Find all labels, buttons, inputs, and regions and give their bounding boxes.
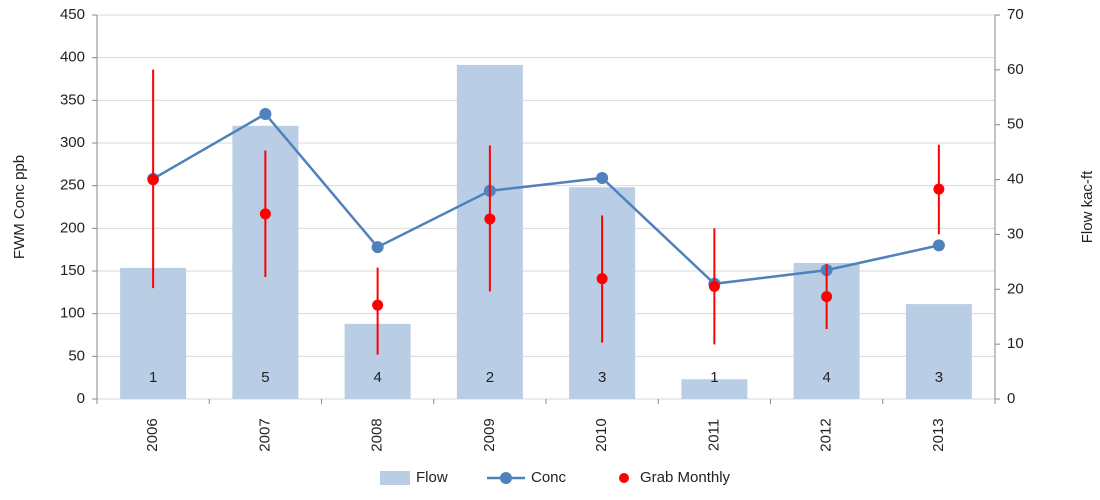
y2-tick-label: 50 bbox=[1007, 116, 1024, 133]
bar bbox=[120, 267, 187, 399]
data-label: 1 bbox=[710, 369, 718, 386]
legend-label: Conc bbox=[531, 469, 567, 486]
data-label: 4 bbox=[822, 369, 830, 386]
x-tick-label: 2012 bbox=[818, 418, 835, 451]
y2-tick-label: 30 bbox=[1007, 225, 1024, 242]
x-tick-label: 2010 bbox=[593, 418, 610, 451]
y2-tick-label: 40 bbox=[1007, 171, 1024, 188]
data-label: 3 bbox=[598, 369, 606, 386]
scatter-point bbox=[259, 208, 271, 220]
line-marker bbox=[371, 241, 384, 254]
data-label: 3 bbox=[935, 369, 943, 386]
scatter-point bbox=[147, 174, 159, 186]
y-tick-label: 200 bbox=[60, 219, 85, 236]
data-label: 5 bbox=[261, 369, 269, 386]
y2-tick-label: 20 bbox=[1007, 280, 1024, 297]
scatter-point bbox=[596, 273, 608, 285]
x-tick-label: 2006 bbox=[144, 418, 161, 451]
y2-tick-label: 70 bbox=[1007, 6, 1024, 23]
y2-tick-label: 60 bbox=[1007, 61, 1024, 78]
x-tick-label: 2009 bbox=[481, 418, 498, 451]
x-tick-label: 2007 bbox=[256, 418, 273, 451]
y-tick-label: 450 bbox=[60, 6, 85, 23]
data-label: 2 bbox=[486, 369, 494, 386]
x-tick-label: 2013 bbox=[930, 418, 947, 451]
line-marker bbox=[259, 107, 272, 120]
line bbox=[152, 112, 940, 286]
legend-swatch bbox=[619, 473, 629, 483]
y2-axis-title: Flow kac-ft bbox=[1079, 170, 1096, 243]
y-tick-label: 350 bbox=[60, 91, 85, 108]
y-tick-label: 300 bbox=[60, 134, 85, 151]
x-tick-label: 2008 bbox=[369, 418, 386, 451]
y-axis-title: FWM Conc ppb bbox=[11, 155, 28, 259]
y-tick-label: 50 bbox=[68, 347, 85, 364]
bar bbox=[905, 304, 972, 399]
legend-swatch bbox=[380, 471, 410, 485]
scatter-point bbox=[821, 291, 833, 303]
data-label: 1 bbox=[149, 369, 157, 386]
bar bbox=[681, 379, 748, 399]
y2-tick-label: 0 bbox=[1007, 390, 1015, 407]
scatter-point bbox=[372, 299, 384, 311]
y-tick-label: 400 bbox=[60, 49, 85, 66]
legend-swatch bbox=[500, 472, 512, 484]
scatter-point bbox=[484, 213, 496, 225]
legend-label: Grab Monthly bbox=[640, 469, 731, 486]
data-label: 4 bbox=[373, 369, 381, 386]
line-marker bbox=[932, 239, 945, 252]
y-tick-label: 100 bbox=[60, 305, 85, 322]
y-tick-label: 150 bbox=[60, 262, 85, 279]
x-tick-label: 2011 bbox=[705, 419, 722, 451]
scatter-point bbox=[933, 183, 945, 195]
scatter-point bbox=[708, 280, 720, 292]
legend-label: Flow bbox=[416, 469, 448, 486]
y-tick-label: 0 bbox=[77, 390, 85, 407]
y-tick-label: 250 bbox=[60, 177, 85, 194]
y2-tick-label: 10 bbox=[1007, 335, 1024, 352]
line-marker bbox=[596, 171, 609, 184]
